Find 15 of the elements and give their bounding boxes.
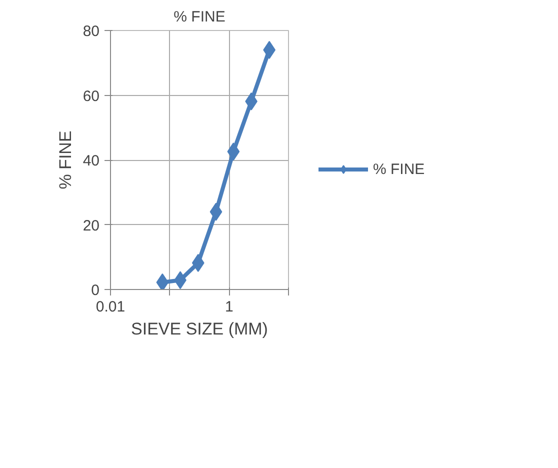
y-tick-label: 40 xyxy=(82,152,100,170)
x-axis-title: SIEVE SIZE (MM) xyxy=(131,320,268,338)
x-tick-label: 1 xyxy=(224,298,234,316)
point xyxy=(156,273,169,290)
x-tick-label: 0.01 xyxy=(96,298,126,316)
chart-title: % FINE xyxy=(174,8,226,26)
point xyxy=(227,142,240,161)
y-tick-label: 0 xyxy=(91,282,100,299)
y-tick-label: 20 xyxy=(82,217,100,234)
point xyxy=(192,254,204,272)
y-tick-label: 80 xyxy=(82,23,100,40)
legend-label: % FINE xyxy=(373,160,425,178)
y-axis-title: % FINE xyxy=(56,130,75,190)
point xyxy=(210,202,222,221)
y-tick-label: 60 xyxy=(82,88,100,105)
